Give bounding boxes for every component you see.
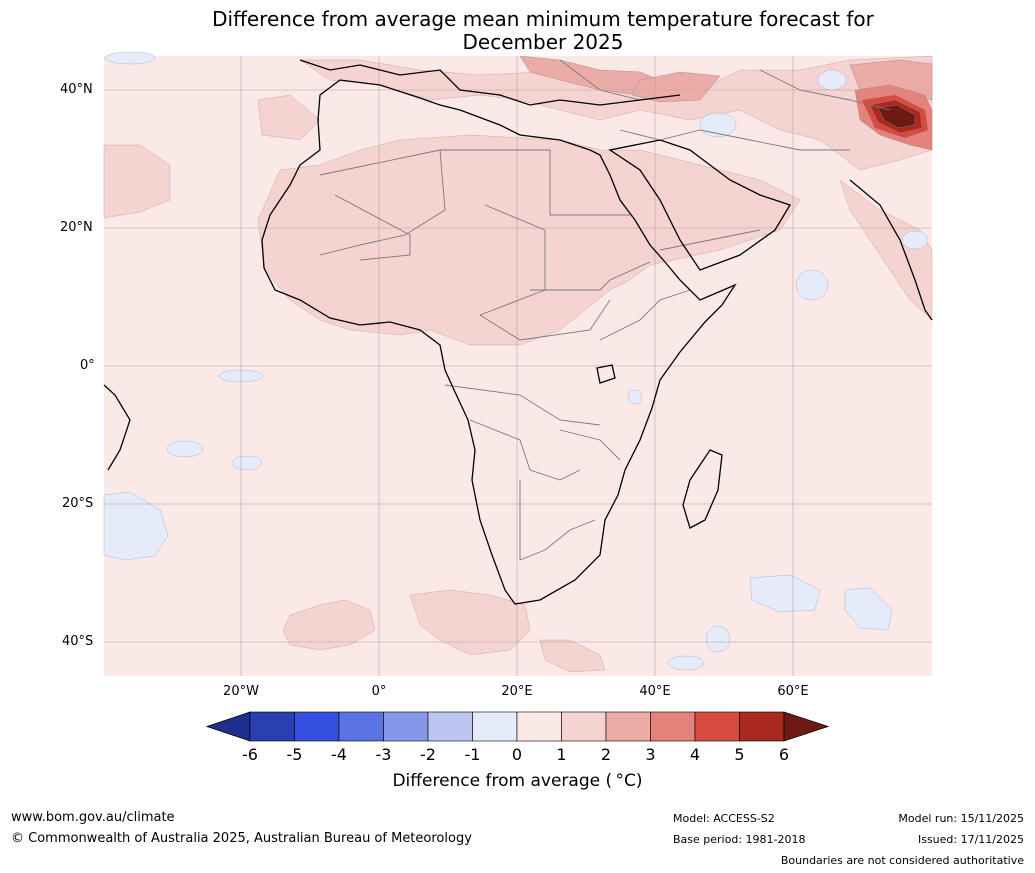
anomaly-strong-regions (519, 55, 933, 151)
chart-title: Difference from average mean minimum tem… (0, 8, 1035, 54)
colorbar-swatch (650, 711, 696, 742)
madagascar-coastline (682, 449, 723, 529)
cool-patch-red-sea (699, 112, 737, 138)
copyright-text: © Commonwealth of Australia 2025, Austra… (11, 831, 472, 846)
colorbar-swatch (561, 711, 607, 742)
south-indian-warm (539, 639, 606, 673)
colorbar-swatch (383, 711, 429, 742)
colorbar-swatch (694, 711, 740, 742)
colorbar-tick-label: -6 (242, 745, 258, 764)
colorbar-label: Difference from average ( °C) (392, 771, 643, 791)
india-coastline (849, 179, 933, 321)
lat-label-40n: 40°N (60, 82, 93, 97)
cool-patch-mozambique (627, 389, 643, 405)
colorbar-swatch (338, 711, 384, 742)
colorbar-tick-label: 4 (689, 745, 701, 764)
colorbar-extend-low (205, 711, 251, 742)
lat-label-20s: 20°S (62, 496, 94, 511)
colorbar-tick-label: 0 (511, 745, 523, 764)
cool-patch-indian-ocean-1 (749, 574, 821, 613)
boundaries-disclaimer: Boundaries are not considered authoritat… (780, 854, 1024, 867)
lon-label-20w: 20°W (223, 684, 259, 699)
colorbar-swatch (427, 711, 473, 742)
colorbar-swatch (605, 711, 651, 742)
europe-coastline (299, 59, 681, 106)
cool-patch-indian-ocean-2 (844, 587, 893, 631)
himalaya-warm-peak (877, 104, 916, 129)
colorbar-tick-label: 3 (645, 745, 656, 764)
lon-label-40e: 40°E (639, 684, 671, 699)
colorbar-swatch (516, 711, 562, 742)
country-borders (319, 59, 891, 561)
issued-date: Issued: 17/11/2025 (917, 833, 1024, 846)
colorbar-tick-label: 1 (556, 745, 567, 764)
lon-label-0: 0° (371, 684, 387, 699)
cool-patch-south-atlantic (103, 491, 169, 561)
colorbar-tick-label: -3 (375, 745, 392, 764)
cool-patch-arabian-sea (795, 269, 829, 301)
lon-label-60e: 60°E (777, 684, 809, 699)
lat-label-20n: 20°N (60, 220, 93, 235)
atlantic-warm-region (103, 144, 171, 219)
colorbar-swatch (294, 711, 340, 742)
website-link[interactable]: www.bom.gov.au/climate (11, 810, 175, 825)
colorbar-swatch (249, 711, 295, 742)
colorbar-tick-label: 5 (734, 745, 745, 764)
arabia-warm-extension (257, 94, 321, 141)
anomaly-1-2-regions (103, 55, 933, 673)
cool-patch-india (901, 230, 929, 250)
colorbar-extend-high (783, 711, 830, 742)
title-line-2: December 2025 (462, 30, 624, 54)
africa-coastline (261, 79, 737, 605)
colorbar-swatch (472, 711, 518, 742)
gridlines (104, 56, 932, 676)
cool-patch-north-atlantic (104, 51, 156, 65)
colorbar-tick-label: 6 (778, 745, 790, 764)
cool-patch-indian-ocean-3 (705, 625, 731, 653)
cool-patch-atlantic-2 (231, 455, 263, 471)
cool-patch-indian-ocean-4 (667, 655, 705, 671)
arabia-coastline (608, 139, 791, 271)
lon-label-20e: 20°E (501, 684, 533, 699)
south-america-coastline (103, 384, 131, 471)
anomaly-cool-regions (103, 51, 929, 671)
lat-label-equator: 0° (80, 358, 95, 373)
colorbar-tick-label: -2 (420, 745, 436, 764)
base-period: Base period: 1981-2018 (673, 833, 806, 846)
south-atlantic-warm-2 (409, 589, 531, 656)
lake-victoria (596, 364, 616, 384)
colorbar-tick-label: -5 (286, 745, 303, 764)
south-atlantic-warm-1 (282, 599, 376, 651)
title-line-1: Difference from average mean minimum tem… (212, 7, 874, 31)
model-run-date: Model run: 15/11/2025 (898, 812, 1024, 825)
coastlines (103, 59, 933, 605)
black-sea-warm-region (631, 71, 721, 103)
model-name: Model: ACCESS-S2 (673, 812, 775, 825)
colorbar-tick-label: -1 (464, 745, 481, 764)
colorbar-tick-label: 2 (600, 745, 612, 764)
colorbar-swatch (739, 711, 785, 742)
colorbar-tick-label: -4 (331, 745, 347, 764)
india-warm-region (839, 179, 933, 321)
sahara-warm-region (257, 134, 801, 346)
cool-patch-atlantic-1 (166, 440, 204, 458)
lat-label-40s: 40°S (62, 634, 94, 649)
